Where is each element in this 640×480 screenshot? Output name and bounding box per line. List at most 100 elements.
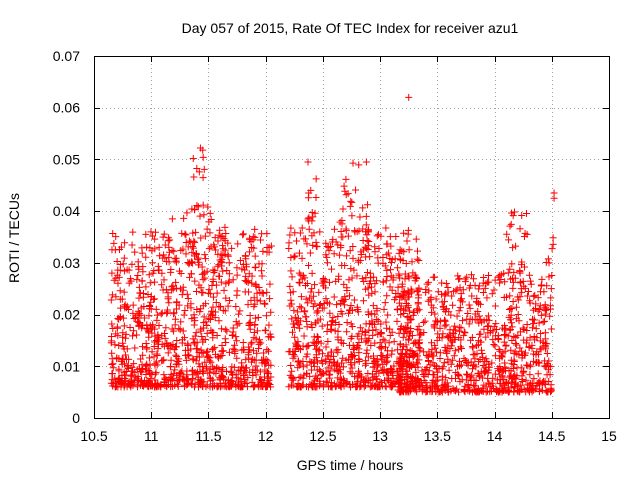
- data-point: [453, 362, 461, 370]
- data-point: [354, 308, 362, 316]
- data-point: [386, 255, 394, 263]
- data-point: [431, 310, 439, 318]
- data-point: [433, 382, 441, 390]
- data-point: [456, 304, 464, 312]
- data-point: [522, 209, 530, 217]
- data-point: [146, 244, 154, 252]
- data-point: [371, 339, 379, 347]
- data-point: [308, 366, 316, 374]
- data-point: [136, 289, 144, 297]
- data-point: [338, 310, 346, 318]
- data-point: [209, 380, 217, 388]
- data-point: [178, 339, 186, 347]
- data-point: [348, 322, 356, 330]
- data-point: [429, 304, 437, 312]
- data-point: [292, 313, 300, 321]
- y-tick-label: 0.03: [53, 255, 80, 271]
- data-point: [267, 333, 275, 341]
- data-point: [236, 383, 244, 391]
- data-point: [218, 325, 226, 333]
- data-point: [373, 375, 381, 383]
- data-point: [287, 296, 295, 304]
- data-point: [404, 287, 412, 295]
- data-point: [402, 260, 410, 268]
- data-point: [345, 276, 353, 284]
- data-point: [289, 354, 297, 362]
- x-tick-labels: 10.5 11 11.5 12 12.5 13 13.5 14 14.5 15: [80, 428, 617, 444]
- data-point: [374, 231, 382, 239]
- data-point: [434, 385, 442, 393]
- data-point: [224, 239, 232, 247]
- data-point: [380, 305, 388, 313]
- data-point: [485, 278, 493, 286]
- data-point: [287, 362, 295, 370]
- data-point: [547, 325, 555, 333]
- data-point: [133, 276, 141, 284]
- data-point: [251, 264, 259, 272]
- data-point: [286, 302, 294, 310]
- data-point: [200, 313, 208, 321]
- data-point: [388, 328, 396, 336]
- data-point: [323, 299, 331, 307]
- data-point: [114, 266, 122, 274]
- data-point: [355, 161, 363, 169]
- data-point: [506, 292, 514, 300]
- data-point: [121, 239, 129, 247]
- data-point: [333, 301, 341, 309]
- data-point: [361, 361, 369, 369]
- data-point: [168, 246, 176, 254]
- data-point: [443, 348, 451, 356]
- data-point: [291, 229, 299, 237]
- data-point: [303, 240, 311, 248]
- data-point: [189, 244, 197, 252]
- data-point: [396, 274, 404, 282]
- data-point: [359, 204, 367, 212]
- data-point: [306, 294, 314, 302]
- data-point: [260, 349, 268, 357]
- data-point: [202, 318, 210, 326]
- data-point: [348, 364, 356, 372]
- data-point: [411, 351, 419, 359]
- data-point: [115, 341, 123, 349]
- data-point: [303, 318, 311, 326]
- data-point: [334, 313, 342, 321]
- data-point: [312, 383, 320, 391]
- data-point: [486, 388, 494, 396]
- data-point: [322, 358, 330, 366]
- data-point: [324, 352, 332, 360]
- data-point: [123, 363, 131, 371]
- data-point: [337, 383, 345, 391]
- data-point: [160, 251, 168, 259]
- data-point: [477, 368, 485, 376]
- data-point: [218, 372, 226, 380]
- y-tick-label: 0.02: [53, 307, 80, 323]
- data-point: [467, 376, 475, 384]
- data-point: [160, 276, 168, 284]
- data-point: [343, 379, 351, 387]
- data-point: [109, 325, 117, 333]
- data-point: [401, 275, 409, 283]
- data-point: [301, 274, 309, 282]
- data-point: [118, 371, 126, 379]
- data-point: [247, 296, 255, 304]
- data-point: [400, 248, 408, 256]
- data-point: [435, 334, 443, 342]
- data-point: [233, 354, 241, 362]
- data-point: [108, 269, 116, 277]
- data-point: [442, 346, 450, 354]
- data-point: [147, 374, 155, 382]
- data-point: [491, 276, 499, 284]
- data-point: [453, 312, 461, 320]
- data-point: [193, 306, 201, 314]
- data-point: [288, 300, 296, 308]
- data-point: [451, 322, 459, 330]
- data-point: [424, 278, 432, 286]
- data-point: [342, 175, 350, 183]
- data-point: [203, 225, 211, 233]
- data-point: [542, 363, 550, 371]
- data-point: [541, 317, 549, 325]
- data-point: [494, 387, 502, 395]
- data-point: [532, 325, 540, 333]
- data-point: [330, 225, 338, 233]
- data-point: [292, 317, 300, 325]
